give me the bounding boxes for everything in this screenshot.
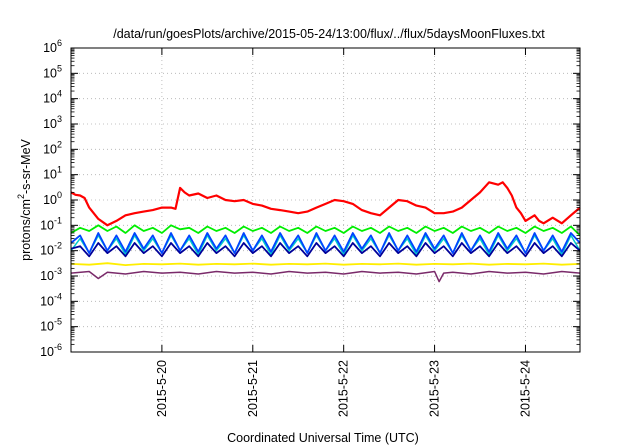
y-tick-label: 105 <box>43 63 62 80</box>
y-tick-base: 10 <box>40 244 54 258</box>
y-tick-exponent: -2 <box>54 241 62 251</box>
y-tick-label: 102 <box>43 139 62 156</box>
y-tick-label: 10-5 <box>40 317 62 334</box>
y-tick-labels: 10-610-510-410-310-210-11001011021031041… <box>40 38 62 359</box>
y-tick-base: 10 <box>43 92 57 106</box>
y-tick-base: 10 <box>40 320 54 334</box>
y-tick-label: 100 <box>43 190 62 207</box>
series-line <box>70 234 581 256</box>
y-tick-exponent: -5 <box>54 317 62 327</box>
y-tick-label: 104 <box>43 89 62 106</box>
y-tick-base: 10 <box>40 294 54 308</box>
series-line <box>70 224 581 237</box>
x-tick-label: 2015-5-24 <box>518 360 532 417</box>
y-tick-label: 101 <box>43 165 62 182</box>
y-tick-label: 10-2 <box>40 241 62 258</box>
y-tick-exponent: -1 <box>54 215 62 225</box>
y-tick-label: 10-1 <box>40 215 62 232</box>
chart-title: /data/run/goesPlots/archive/2015-05-24/1… <box>113 27 545 41</box>
y-tick-base: 10 <box>40 345 54 359</box>
y-axis-label-tail: -s-sr-MeV <box>19 138 33 194</box>
y-tick-base: 10 <box>43 193 57 207</box>
y-tick-label: 106 <box>43 38 62 55</box>
x-tick-label: 2015-5-20 <box>155 360 169 417</box>
y-tick-label: 103 <box>43 114 62 131</box>
y-axis-label: protons/cm2-s-sr-MeV <box>16 138 33 260</box>
x-tick-labels: 2015-5-20 2015-5-21 2015-5-22 2015-5-23 2015… <box>155 360 533 417</box>
y-axis-label-sup: 2 <box>16 194 26 199</box>
series-line <box>70 242 581 258</box>
series-line <box>70 270 581 283</box>
y-tick-exponent: 1 <box>57 165 62 175</box>
y-axis-label-main: protons/cm <box>19 199 33 261</box>
y-tick-exponent: -4 <box>54 291 62 301</box>
grid-lines <box>71 47 580 353</box>
y-tick-exponent: -3 <box>54 266 62 276</box>
series-line <box>70 262 581 266</box>
y-tick-label: 10-4 <box>40 291 62 308</box>
y-tick-base: 10 <box>43 66 57 80</box>
x-axis-label: Coordinated Universal Time (UTC) <box>227 431 419 445</box>
y-tick-exponent: 2 <box>57 139 62 149</box>
series-line <box>70 181 581 227</box>
series-line <box>70 232 581 254</box>
y-tick-base: 10 <box>43 117 57 131</box>
axis-ticks <box>71 47 580 353</box>
y-tick-base: 10 <box>40 218 54 232</box>
y-tick-exponent: -6 <box>54 342 62 352</box>
y-tick-base: 10 <box>43 41 57 55</box>
y-tick-base: 10 <box>43 168 57 182</box>
y-tick-exponent: 5 <box>57 63 62 73</box>
y-tick-base: 10 <box>40 269 54 283</box>
y-tick-exponent: 0 <box>57 190 62 200</box>
y-tick-exponent: 3 <box>57 114 62 124</box>
series-lines <box>70 181 581 283</box>
y-tick-exponent: 4 <box>57 89 62 99</box>
x-tick-label: 2015-5-23 <box>428 360 442 417</box>
y-tick-exponent: 6 <box>57 38 62 48</box>
x-tick-label: 2015-5-21 <box>246 360 260 417</box>
x-tick-label: 2015-5-22 <box>337 360 351 417</box>
y-tick-label: 10-6 <box>40 342 62 359</box>
y-tick-label: 10-3 <box>40 266 62 283</box>
y-tick-base: 10 <box>43 142 57 156</box>
